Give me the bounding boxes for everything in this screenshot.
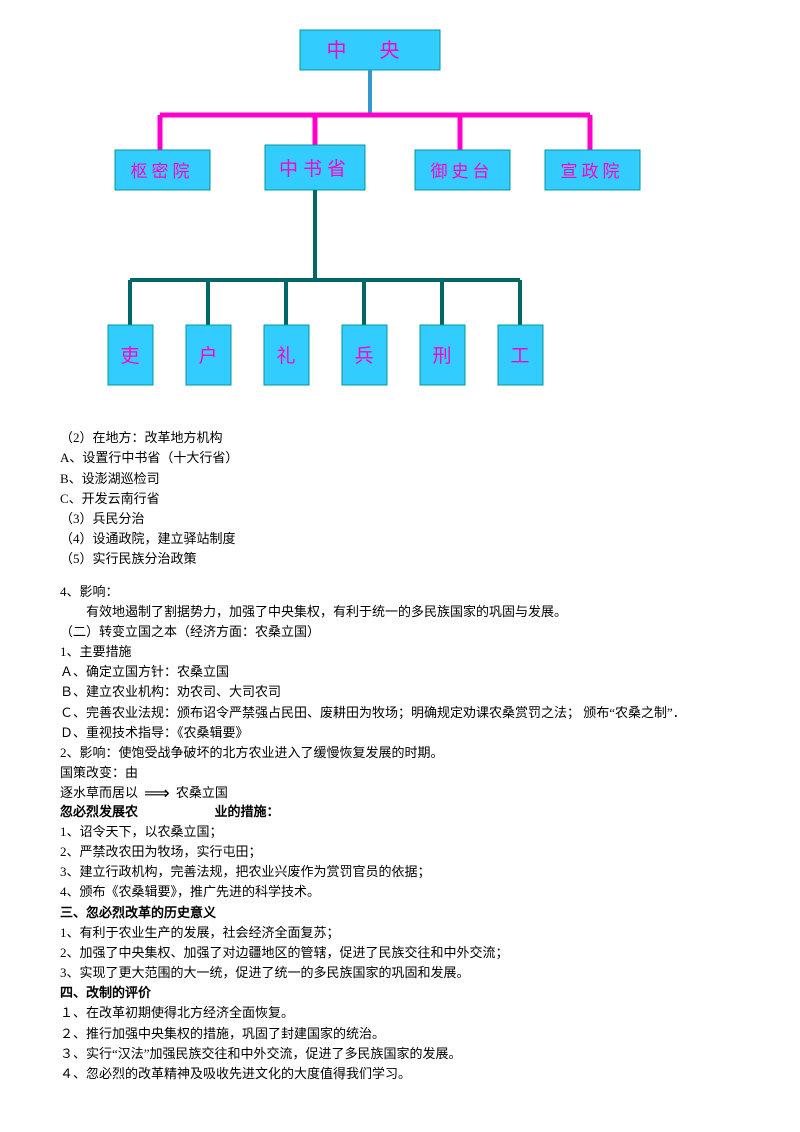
l3-4: 刑	[432, 345, 451, 367]
line: 1、有利于农业生产的发展，社会经济全面复苏；	[60, 924, 740, 942]
arrow-row: 逐水草而居以 ⟹ 农桑立国	[60, 784, 740, 802]
arrow-left-text: 逐水草而居以	[60, 784, 138, 802]
bold-text: 四、改制的评价	[60, 985, 151, 1000]
root-label: 中 央	[327, 39, 414, 62]
line: 1、主要措施	[60, 643, 740, 661]
line: Ａ、确定立国方针：农桑立国	[60, 663, 740, 681]
line: （二）转变立国之本（经济方面：农桑立国）	[60, 623, 740, 641]
line: 3、建立行政机构，完善法规，把农业兴废作为赏罚官员的依据；	[60, 863, 740, 881]
l2-3: 宣政院	[561, 162, 624, 181]
heading-bold: 忽必烈发展农 业的措施：	[60, 803, 740, 821]
line: （2）在地方：改革地方机构	[60, 429, 740, 447]
line: C、开发云南行省	[60, 490, 740, 508]
l3-2: 礼	[276, 345, 295, 367]
document-body: （2）在地方：改革地方机构 A、设置行中书省（十大行省） B、设澎湖巡检司 C、…	[0, 425, 800, 1095]
line: 4、影响：	[60, 583, 740, 601]
l3-5: 工	[510, 346, 529, 367]
line: Ｃ、完善农业法规：颁布诏令严禁强占民田、废耕田为牧场；明确规定劝课农桑赏罚之法；…	[60, 704, 740, 722]
line: （3）兵民分治	[60, 510, 740, 528]
line: 3、实现了更大范围的大一统，促进了统一的多民族国家的巩固和发展。	[60, 964, 740, 982]
line: B、设澎湖巡检司	[60, 470, 740, 488]
line: ３、实行“汉法”加强民族交往和中外交流，促进了多民族国家的发展。	[60, 1045, 740, 1063]
arrow-right-text: 农桑立国	[176, 784, 228, 802]
line: 有效地遏制了割据势力，加强了中央集权，有利于统一的多民族国家的巩固与发展。	[60, 603, 740, 621]
line: 2、影响：使饱受战争破坏的北方农业进入了缓慢恢复发展的时期。	[60, 744, 740, 762]
bold-text: 三、忽必烈改革的历史意义	[60, 905, 216, 920]
heading-bold: 四、改制的评价	[60, 984, 740, 1002]
l2-1: 中书省	[279, 158, 351, 180]
line: Ｄ、重视技术指导：《农桑辑要》	[60, 724, 740, 742]
line: （5）实行民族分治政策	[60, 550, 740, 568]
bold-text: 业的措施：	[215, 804, 280, 819]
org-chart: 中 央 枢密院 中书省 御史台 宣政院	[0, 0, 800, 425]
line: ２、推行加强中央集权的措施，巩固了封建国家的统治。	[60, 1025, 740, 1043]
l2-0: 枢密院	[131, 162, 194, 181]
line: 国策改变：由	[60, 764, 740, 782]
l2-2: 御史台	[431, 162, 494, 181]
line: 4、颁布《农桑辑要》，推广先进的科学技术。	[60, 883, 740, 901]
line: 2、加强了中央集权、加强了对边疆地区的管辖，促进了民族交往和中外交流；	[60, 944, 740, 962]
line: １、在改革初期使得北方经济全面恢复。	[60, 1004, 740, 1022]
line: （4）设通政院，建立驿站制度	[60, 530, 740, 548]
bold-text: 忽必烈发展农	[60, 804, 138, 819]
arrow-icon: ⟹	[144, 784, 170, 802]
l3-0: 吏	[120, 345, 139, 367]
line: 1、诏令天下，以农桑立国；	[60, 823, 740, 841]
line: A、设置行中书省（十大行省）	[60, 449, 740, 467]
heading-bold: 三、忽必烈改革的历史意义	[60, 904, 740, 922]
l3-1: 户	[198, 345, 217, 367]
l3-3: 兵	[354, 345, 373, 367]
line: Ｂ、建立农业机构：劝农司、大司农司	[60, 683, 740, 701]
line: ４、忽必烈的改革精神及吸收先进文化的大度值得我们学习。	[60, 1065, 740, 1083]
line: 2、严禁改农田为牧场，实行屯田；	[60, 843, 740, 861]
org-chart-svg: 中 央 枢密院 中书省 御史台 宣政院	[100, 20, 660, 410]
